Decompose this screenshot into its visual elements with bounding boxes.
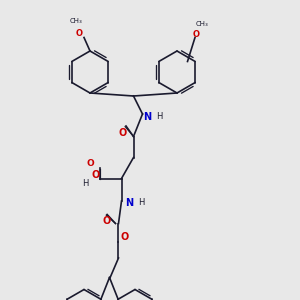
Text: O: O bbox=[86, 159, 94, 168]
Text: H: H bbox=[156, 112, 162, 122]
Text: H: H bbox=[138, 198, 144, 207]
Text: O: O bbox=[92, 170, 100, 181]
Text: O: O bbox=[120, 232, 129, 242]
Text: O: O bbox=[102, 215, 111, 226]
Text: H: H bbox=[82, 178, 89, 188]
Text: CH₃: CH₃ bbox=[196, 21, 209, 27]
Text: N: N bbox=[125, 197, 133, 208]
Text: N: N bbox=[143, 112, 151, 122]
Text: O: O bbox=[76, 28, 83, 38]
Text: O: O bbox=[193, 30, 200, 39]
Text: O: O bbox=[119, 128, 127, 139]
Text: CH₃: CH₃ bbox=[70, 18, 83, 24]
